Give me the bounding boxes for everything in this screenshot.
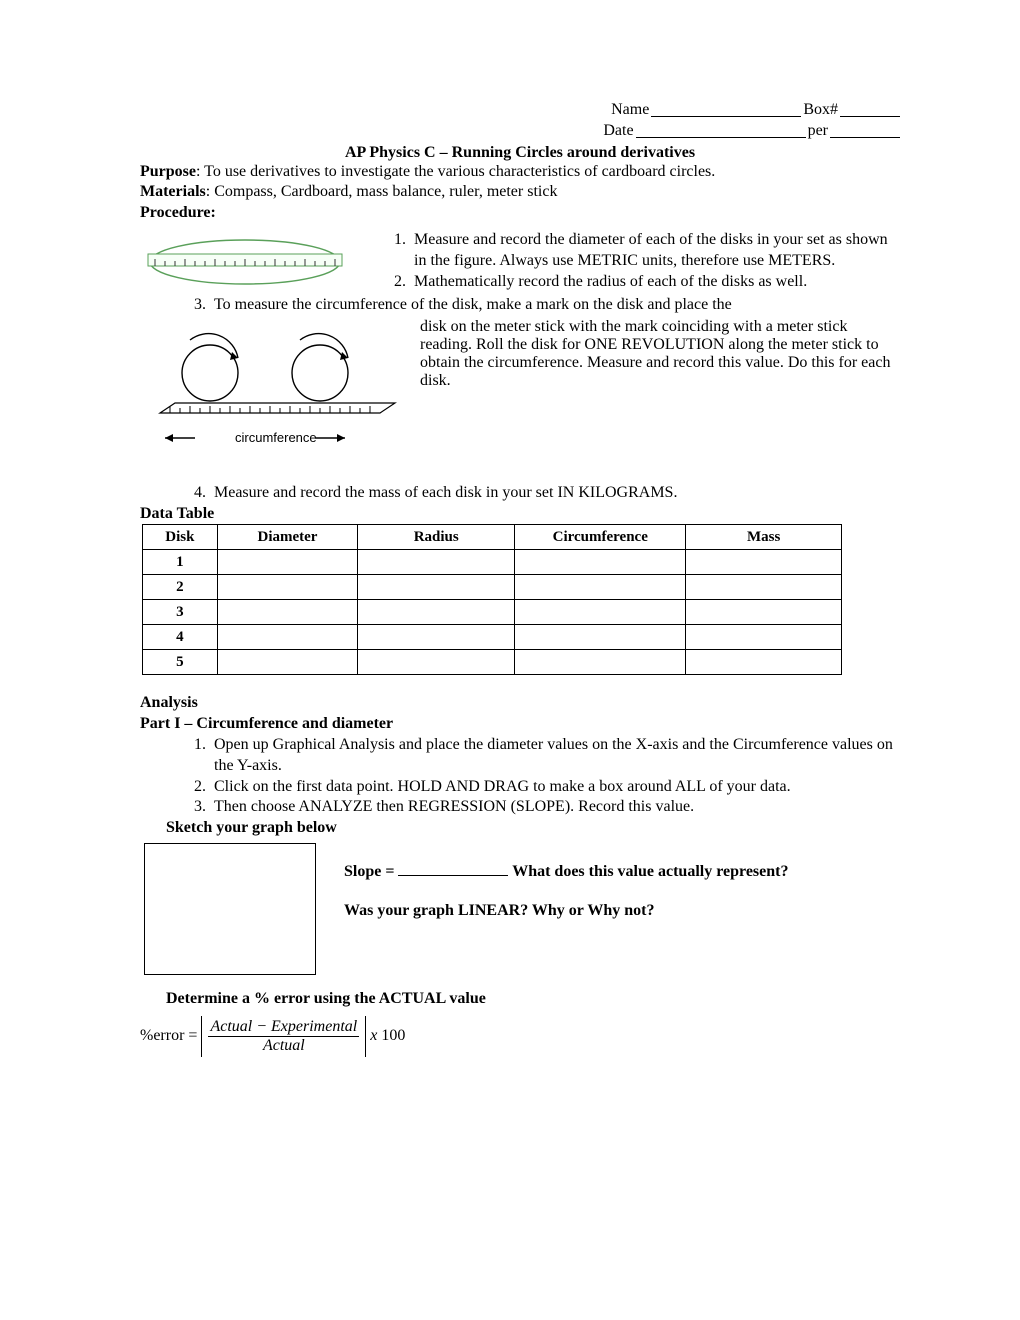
procedure-step-3b: disk on the meter stick with the mark co… bbox=[420, 318, 900, 390]
table-header: Mass bbox=[686, 525, 842, 550]
materials-line: Materials: Compass, Cardboard, mass bala… bbox=[140, 182, 900, 203]
procedure-label: Procedure: bbox=[140, 203, 900, 224]
analysis-step-1: Open up Graphical Analysis and place the… bbox=[210, 735, 900, 777]
analysis-step-3: Then choose ANALYZE then REGRESSION (SLO… bbox=[210, 797, 900, 818]
formula-100: 100 bbox=[381, 1027, 405, 1045]
table-row: 4 bbox=[143, 625, 842, 650]
table-cell: 3 bbox=[143, 600, 218, 625]
purpose-label: Purpose bbox=[140, 163, 196, 180]
table-cell bbox=[686, 550, 842, 575]
procedure-step-2: Mathematically record the radius of each… bbox=[410, 272, 900, 293]
table-cell bbox=[358, 650, 515, 675]
table-cell: 4 bbox=[143, 625, 218, 650]
date-label: Date bbox=[603, 121, 633, 142]
linear-question: Was your graph LINEAR? Why or Why not? bbox=[344, 901, 900, 922]
table-cell bbox=[515, 550, 686, 575]
table-header: Diameter bbox=[217, 525, 358, 550]
percent-error-formula: %error = Actual − Experimental Actual x1… bbox=[140, 1016, 900, 1057]
page-title: AP Physics C – Running Circles around de… bbox=[140, 144, 900, 162]
slope-line: Slope = What does this value actually re… bbox=[344, 859, 900, 883]
table-cell: 2 bbox=[143, 575, 218, 600]
table-row: 5 bbox=[143, 650, 842, 675]
purpose-text: : To use derivatives to investigate the … bbox=[196, 163, 715, 180]
table-cell bbox=[515, 650, 686, 675]
table-cell bbox=[515, 625, 686, 650]
procedure-step-3a: To measure the circumference of the disk… bbox=[210, 295, 900, 316]
table-cell bbox=[217, 550, 358, 575]
name-blank bbox=[651, 100, 801, 117]
procedure-step-4: Measure and record the mass of each disk… bbox=[210, 483, 900, 504]
analysis-step-2: Click on the first data point. HOLD AND … bbox=[210, 777, 900, 798]
date-blank bbox=[636, 121, 806, 138]
table-cell bbox=[358, 600, 515, 625]
formula-den: Actual bbox=[208, 1037, 359, 1055]
header-block: Name Box# Date per bbox=[140, 100, 900, 142]
per-blank bbox=[830, 121, 900, 138]
table-cell bbox=[358, 625, 515, 650]
procedure-step-1: Measure and record the diameter of each … bbox=[410, 230, 900, 272]
purpose-line: Purpose: To use derivatives to investiga… bbox=[140, 162, 900, 183]
table-cell bbox=[515, 575, 686, 600]
table-cell: 5 bbox=[143, 650, 218, 675]
graph-box bbox=[144, 843, 316, 975]
formula-num: Actual − Experimental bbox=[208, 1018, 359, 1037]
data-table: DiskDiameterRadiusCircumferenceMass 1234… bbox=[142, 524, 842, 675]
table-cell bbox=[515, 600, 686, 625]
table-header: Disk bbox=[143, 525, 218, 550]
table-cell bbox=[358, 550, 515, 575]
table-row: 3 bbox=[143, 600, 842, 625]
table-cell bbox=[217, 600, 358, 625]
name-label: Name bbox=[611, 100, 649, 121]
table-cell bbox=[686, 650, 842, 675]
table-cell: 1 bbox=[143, 550, 218, 575]
data-table-label: Data Table bbox=[140, 504, 900, 525]
slope-label: Slope = bbox=[344, 863, 398, 880]
materials-text: : Compass, Cardboard, mass balance, rule… bbox=[206, 183, 558, 200]
box-label: Box# bbox=[803, 100, 838, 121]
part1-label: Part I – Circumference and diameter bbox=[140, 714, 900, 735]
figure-circumference: circumference bbox=[140, 318, 400, 473]
circumference-label: circumference bbox=[235, 430, 317, 445]
table-row: 2 bbox=[143, 575, 842, 600]
figure-diameter bbox=[140, 230, 350, 295]
per-label: per bbox=[808, 121, 828, 142]
slope-question: What does this value actually represent? bbox=[512, 863, 788, 880]
table-cell bbox=[686, 625, 842, 650]
error-label: Determine a % error using the ACTUAL val… bbox=[166, 989, 900, 1010]
table-cell bbox=[686, 575, 842, 600]
sketch-label: Sketch your graph below bbox=[166, 818, 900, 839]
table-cell bbox=[217, 625, 358, 650]
table-header: Circumference bbox=[515, 525, 686, 550]
materials-label: Materials bbox=[140, 183, 206, 200]
formula-x: x bbox=[370, 1027, 377, 1045]
analysis-label: Analysis bbox=[140, 693, 900, 714]
slope-blank bbox=[398, 859, 508, 876]
table-cell bbox=[217, 575, 358, 600]
table-row: 1 bbox=[143, 550, 842, 575]
formula-lhs: %error bbox=[140, 1027, 184, 1045]
table-cell bbox=[217, 650, 358, 675]
formula-eq: = bbox=[188, 1027, 197, 1045]
table-cell bbox=[686, 600, 842, 625]
box-blank bbox=[840, 100, 900, 117]
table-header: Radius bbox=[358, 525, 515, 550]
table-cell bbox=[358, 575, 515, 600]
